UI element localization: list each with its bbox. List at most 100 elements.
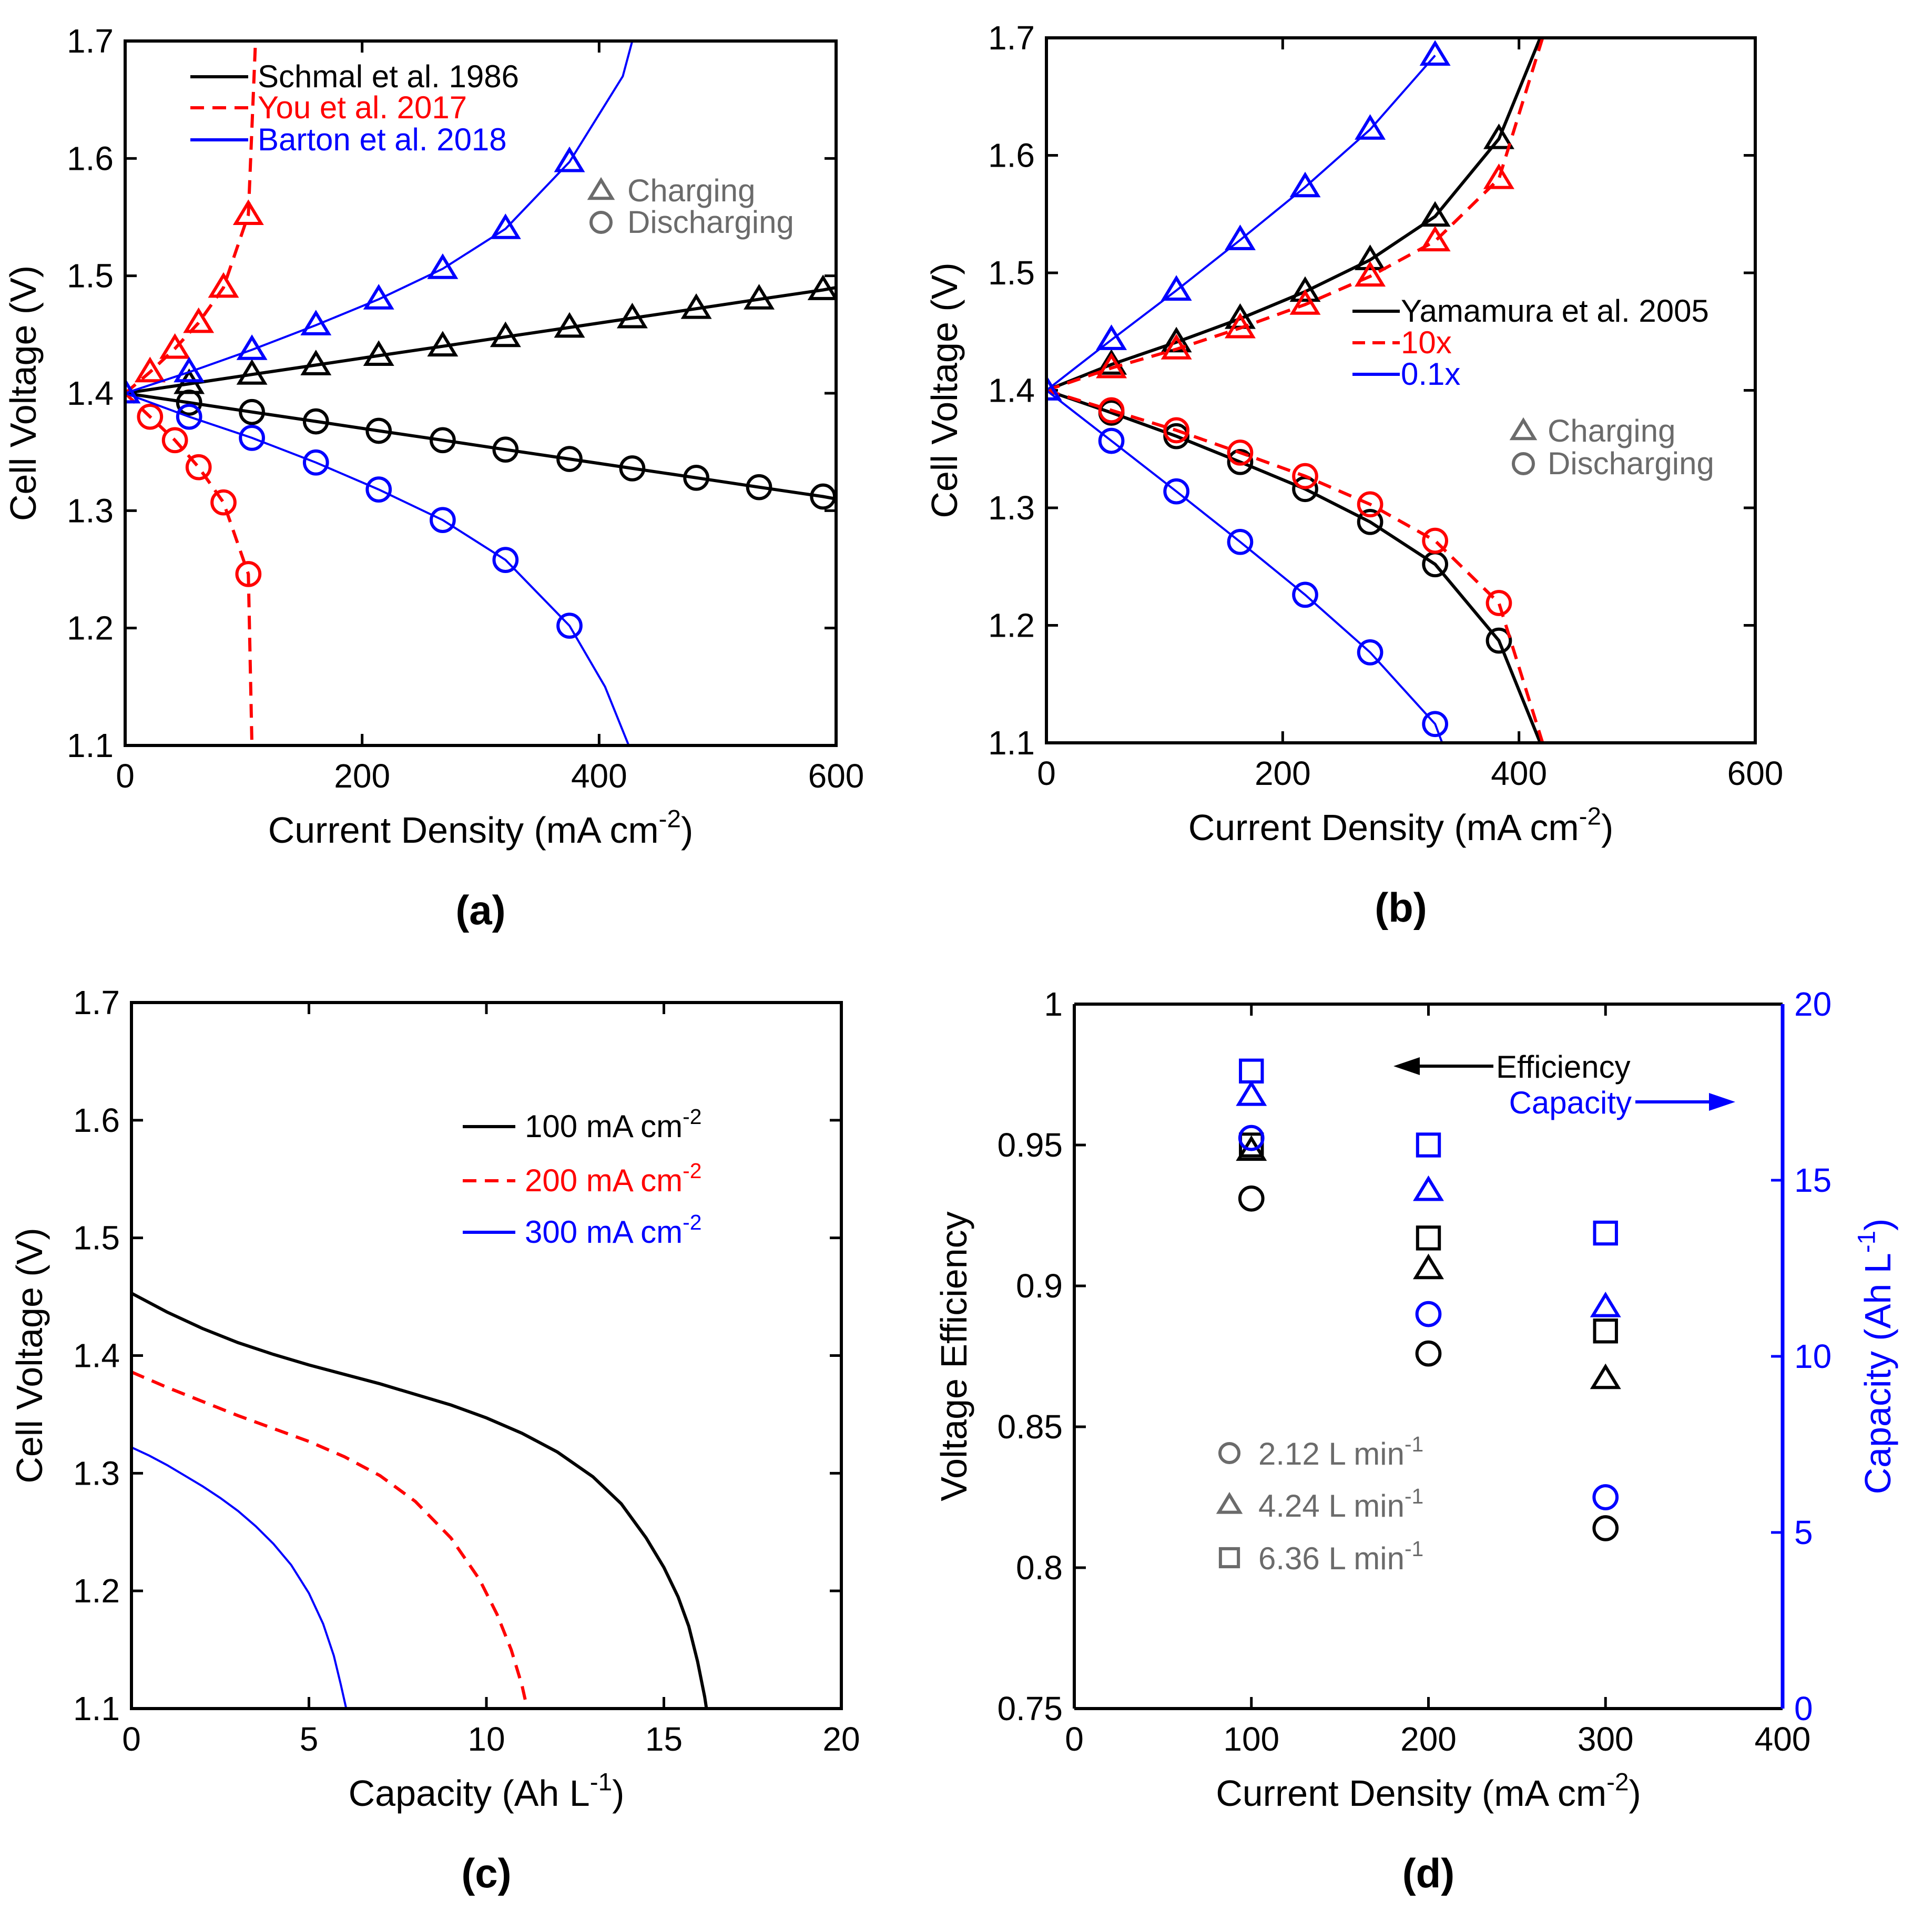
panel-label: (b) [1375, 884, 1427, 931]
data-point-marker [1238, 1185, 1265, 1212]
y-tick-label: 1.4 [988, 372, 1035, 410]
data-point-marker [430, 507, 456, 534]
data-point-marker [208, 272, 239, 298]
y-axis-label: Cell Voltage (V) [9, 1228, 50, 1483]
data-point-marker [174, 356, 205, 383]
data-point-marker [1227, 439, 1254, 466]
series-line [131, 1371, 529, 1709]
y-tick-label: 1.7 [73, 984, 120, 1021]
y-tick-label: 1.4 [73, 1337, 120, 1375]
data-point-marker [1357, 491, 1383, 518]
data-point-marker [1416, 1225, 1441, 1251]
y-tick-label: 1.7 [67, 22, 114, 60]
data-point-marker [1422, 711, 1449, 738]
y-tick-label: 1.7 [988, 19, 1035, 57]
panel-b: 0 200 400 600 1.1 1.2 1.3 1.4 1.5 1.6 1.7 Current D… [924, 19, 1783, 931]
x-tick-label: 400 [571, 757, 627, 795]
data-point-marker [1236, 1080, 1267, 1106]
plot-area [125, 41, 836, 745]
x-tick-label: 0 [1065, 1720, 1084, 1758]
data-point-marker [236, 359, 268, 385]
data-point-marker [427, 331, 459, 357]
data-point-marker [125, 377, 141, 404]
data-point-marker [616, 302, 648, 329]
data-point-marker [232, 199, 264, 225]
data-point-marker [1592, 1484, 1619, 1510]
panel-label: (a) [455, 887, 505, 933]
data-point-marker [1413, 1253, 1444, 1280]
data-point-marker [1355, 244, 1386, 270]
data-point-marker [300, 350, 332, 375]
y-tick-label: 1.1 [988, 724, 1035, 762]
series-line [131, 1446, 348, 1709]
legend-label: 2.12 L min-1 [1258, 1432, 1423, 1471]
legend-label: Discharging [627, 205, 794, 240]
data-point-marker [1227, 528, 1254, 555]
data-point-marker [176, 390, 202, 416]
series-line [125, 41, 257, 395]
data-point-marker [1163, 417, 1189, 444]
data-point-marker [1292, 581, 1318, 608]
plot-area [131, 1292, 708, 1709]
data-point-marker [235, 561, 262, 587]
y-tick-label: 1.4 [67, 374, 114, 412]
y2-tick-label: 0 [1794, 1690, 1813, 1727]
y-tick-label: 1.2 [67, 609, 114, 647]
data-point-marker [1419, 201, 1451, 227]
legend-label: 10x [1401, 325, 1452, 360]
panel-label: (d) [1402, 1850, 1455, 1896]
data-point-marker [1292, 463, 1318, 489]
plot-frame [124, 39, 838, 747]
series-line [1046, 389, 1443, 743]
panel-d: 0 100 200 300 4000.750.80.850.90.95105101520… [933, 985, 1898, 1896]
y-tick-label: 1.2 [73, 1572, 120, 1610]
data-point-marker [239, 425, 265, 451]
data-point-marker [185, 454, 212, 481]
data-point-marker [1593, 1318, 1618, 1344]
data-point-marker [1483, 123, 1514, 149]
data-point-marker [1593, 1220, 1618, 1246]
capacity-arrow-label: Capacity [1509, 1085, 1632, 1120]
legend-label: Charging [627, 173, 756, 208]
data-point-marker [1161, 334, 1192, 360]
y-tick-label: 0.8 [1016, 1549, 1063, 1587]
x-tick-label: 0 [1037, 754, 1056, 792]
y-tick-label: 1.6 [67, 139, 114, 177]
y-axis-label: Cell Voltage (V) [3, 265, 44, 521]
data-point-marker [1098, 397, 1125, 424]
data-point-marker [1419, 40, 1451, 66]
panel-c: 0 5 10 15 20 1.1 1.2 1.3 1.4 1.5 1.6 1.7 Capacity (A… [9, 984, 860, 1896]
y-tick-label: 1.5 [988, 254, 1035, 292]
x-tick-label: 200 [334, 757, 390, 795]
x-tick-label: 200 [1255, 754, 1311, 792]
data-point-marker [1289, 276, 1321, 302]
x-tick-label: 10 [467, 1720, 505, 1758]
legend-marker [1512, 452, 1535, 475]
legend-label: Schmal et al. 1986 [258, 59, 519, 94]
y-axis-label: Voltage Efficiency [933, 1211, 974, 1501]
x-tick-label: 5 [300, 1720, 319, 1758]
legend-label: Yamamura et al. 2005 [1401, 293, 1709, 329]
x-tick-label: 0 [122, 1720, 141, 1758]
y-tick-label: 1.6 [73, 1101, 120, 1139]
y-axis-label: Cell Voltage (V) [924, 262, 965, 518]
data-point-marker [1416, 1132, 1441, 1158]
x-tick-label: 0 [116, 757, 135, 795]
y-tick-label: 1 [1044, 985, 1063, 1023]
y2-tick-label: 20 [1794, 985, 1832, 1023]
data-point-marker [1096, 324, 1127, 350]
panel-label: (c) [461, 1850, 511, 1896]
data-point-marker [427, 253, 459, 279]
data-point-marker [683, 464, 709, 491]
data-point-marker [1239, 1058, 1264, 1083]
y-tick-label: 1.5 [73, 1219, 120, 1257]
y-tick-label: 0.95 [997, 1126, 1063, 1164]
legend-label: You et al. 2017 [258, 90, 467, 125]
x-tick-label: 600 [1727, 754, 1784, 792]
y-tick-label: 1.1 [67, 727, 114, 764]
data-point-marker [1483, 163, 1514, 189]
data-point-marker [1355, 114, 1386, 140]
legend-label: Charging [1548, 413, 1676, 448]
data-point-marker [137, 403, 164, 430]
series-line [1046, 389, 1542, 743]
